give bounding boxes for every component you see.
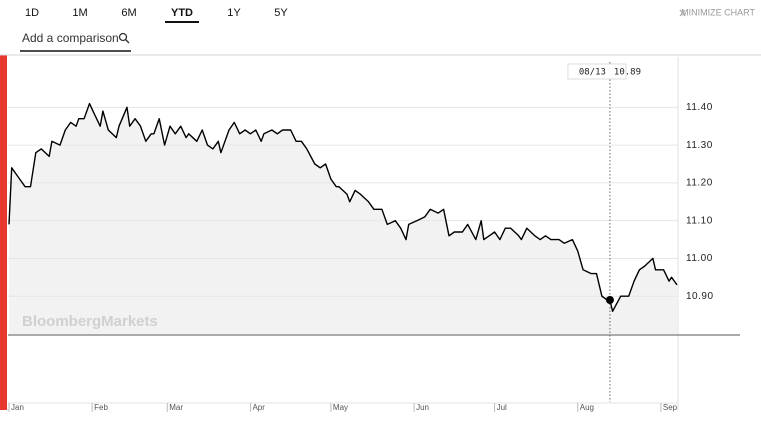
- x-tick-label: Jul: [497, 403, 507, 412]
- selected-tab-underline: [165, 21, 199, 23]
- plot: BloombergMarkets 10.90 11.00 11.10 11.20 11.3…: [8, 57, 740, 412]
- x-tick-label: Feb: [94, 403, 108, 412]
- crosshair-marker: [605, 296, 614, 304]
- x-tick-label: Apr: [252, 403, 265, 412]
- minimize-chart[interactable]: MINIMIZE CHART: [681, 7, 755, 17]
- x-tick-label: Mar: [169, 403, 183, 412]
- y-tick-label: 11.30: [686, 140, 713, 151]
- price-line: [8, 102, 678, 312]
- range-tab[interactable]: 1M: [72, 7, 87, 19]
- range-tab[interactable]: YTD: [171, 7, 193, 19]
- range-tab[interactable]: 1D: [25, 7, 39, 19]
- crosshair-date: 08/13: [579, 68, 606, 78]
- y-tick-label: 11.40: [686, 102, 713, 113]
- y-tick-label: 10.90: [686, 291, 714, 302]
- range-tab[interactable]: 6M: [121, 7, 136, 19]
- search-icon[interactable]: [118, 32, 128, 42]
- range-tabs: 1D 1M 6M YTD 1Y 5Y: [25, 7, 288, 23]
- x-tick-label: Sep: [663, 403, 678, 412]
- y-tick-label: 11.10: [686, 215, 713, 226]
- crosshair-label-box: [567, 63, 627, 80]
- comparison-input[interactable]: Add a comparison: [22, 31, 119, 45]
- minimize-icon[interactable]: [679, 9, 686, 17]
- crosshair-value: 10.89: [614, 68, 641, 78]
- watermark: BloombergMarkets: [22, 313, 158, 330]
- y-tick-label: 11.20: [686, 178, 713, 189]
- x-tick-label: May: [333, 403, 348, 412]
- search-icon-handle: [125, 39, 130, 44]
- area-fill: [9, 103, 677, 334]
- range-tab[interactable]: 1Y: [227, 7, 241, 19]
- accent-bar: [0, 55, 7, 410]
- range-tab[interactable]: 5Y: [274, 7, 288, 19]
- x-tick-label: Aug: [580, 403, 594, 412]
- x-tick-label: Jun: [416, 403, 429, 412]
- y-tick-label: 11.00: [686, 253, 713, 264]
- x-tick-label: Jan: [11, 403, 24, 412]
